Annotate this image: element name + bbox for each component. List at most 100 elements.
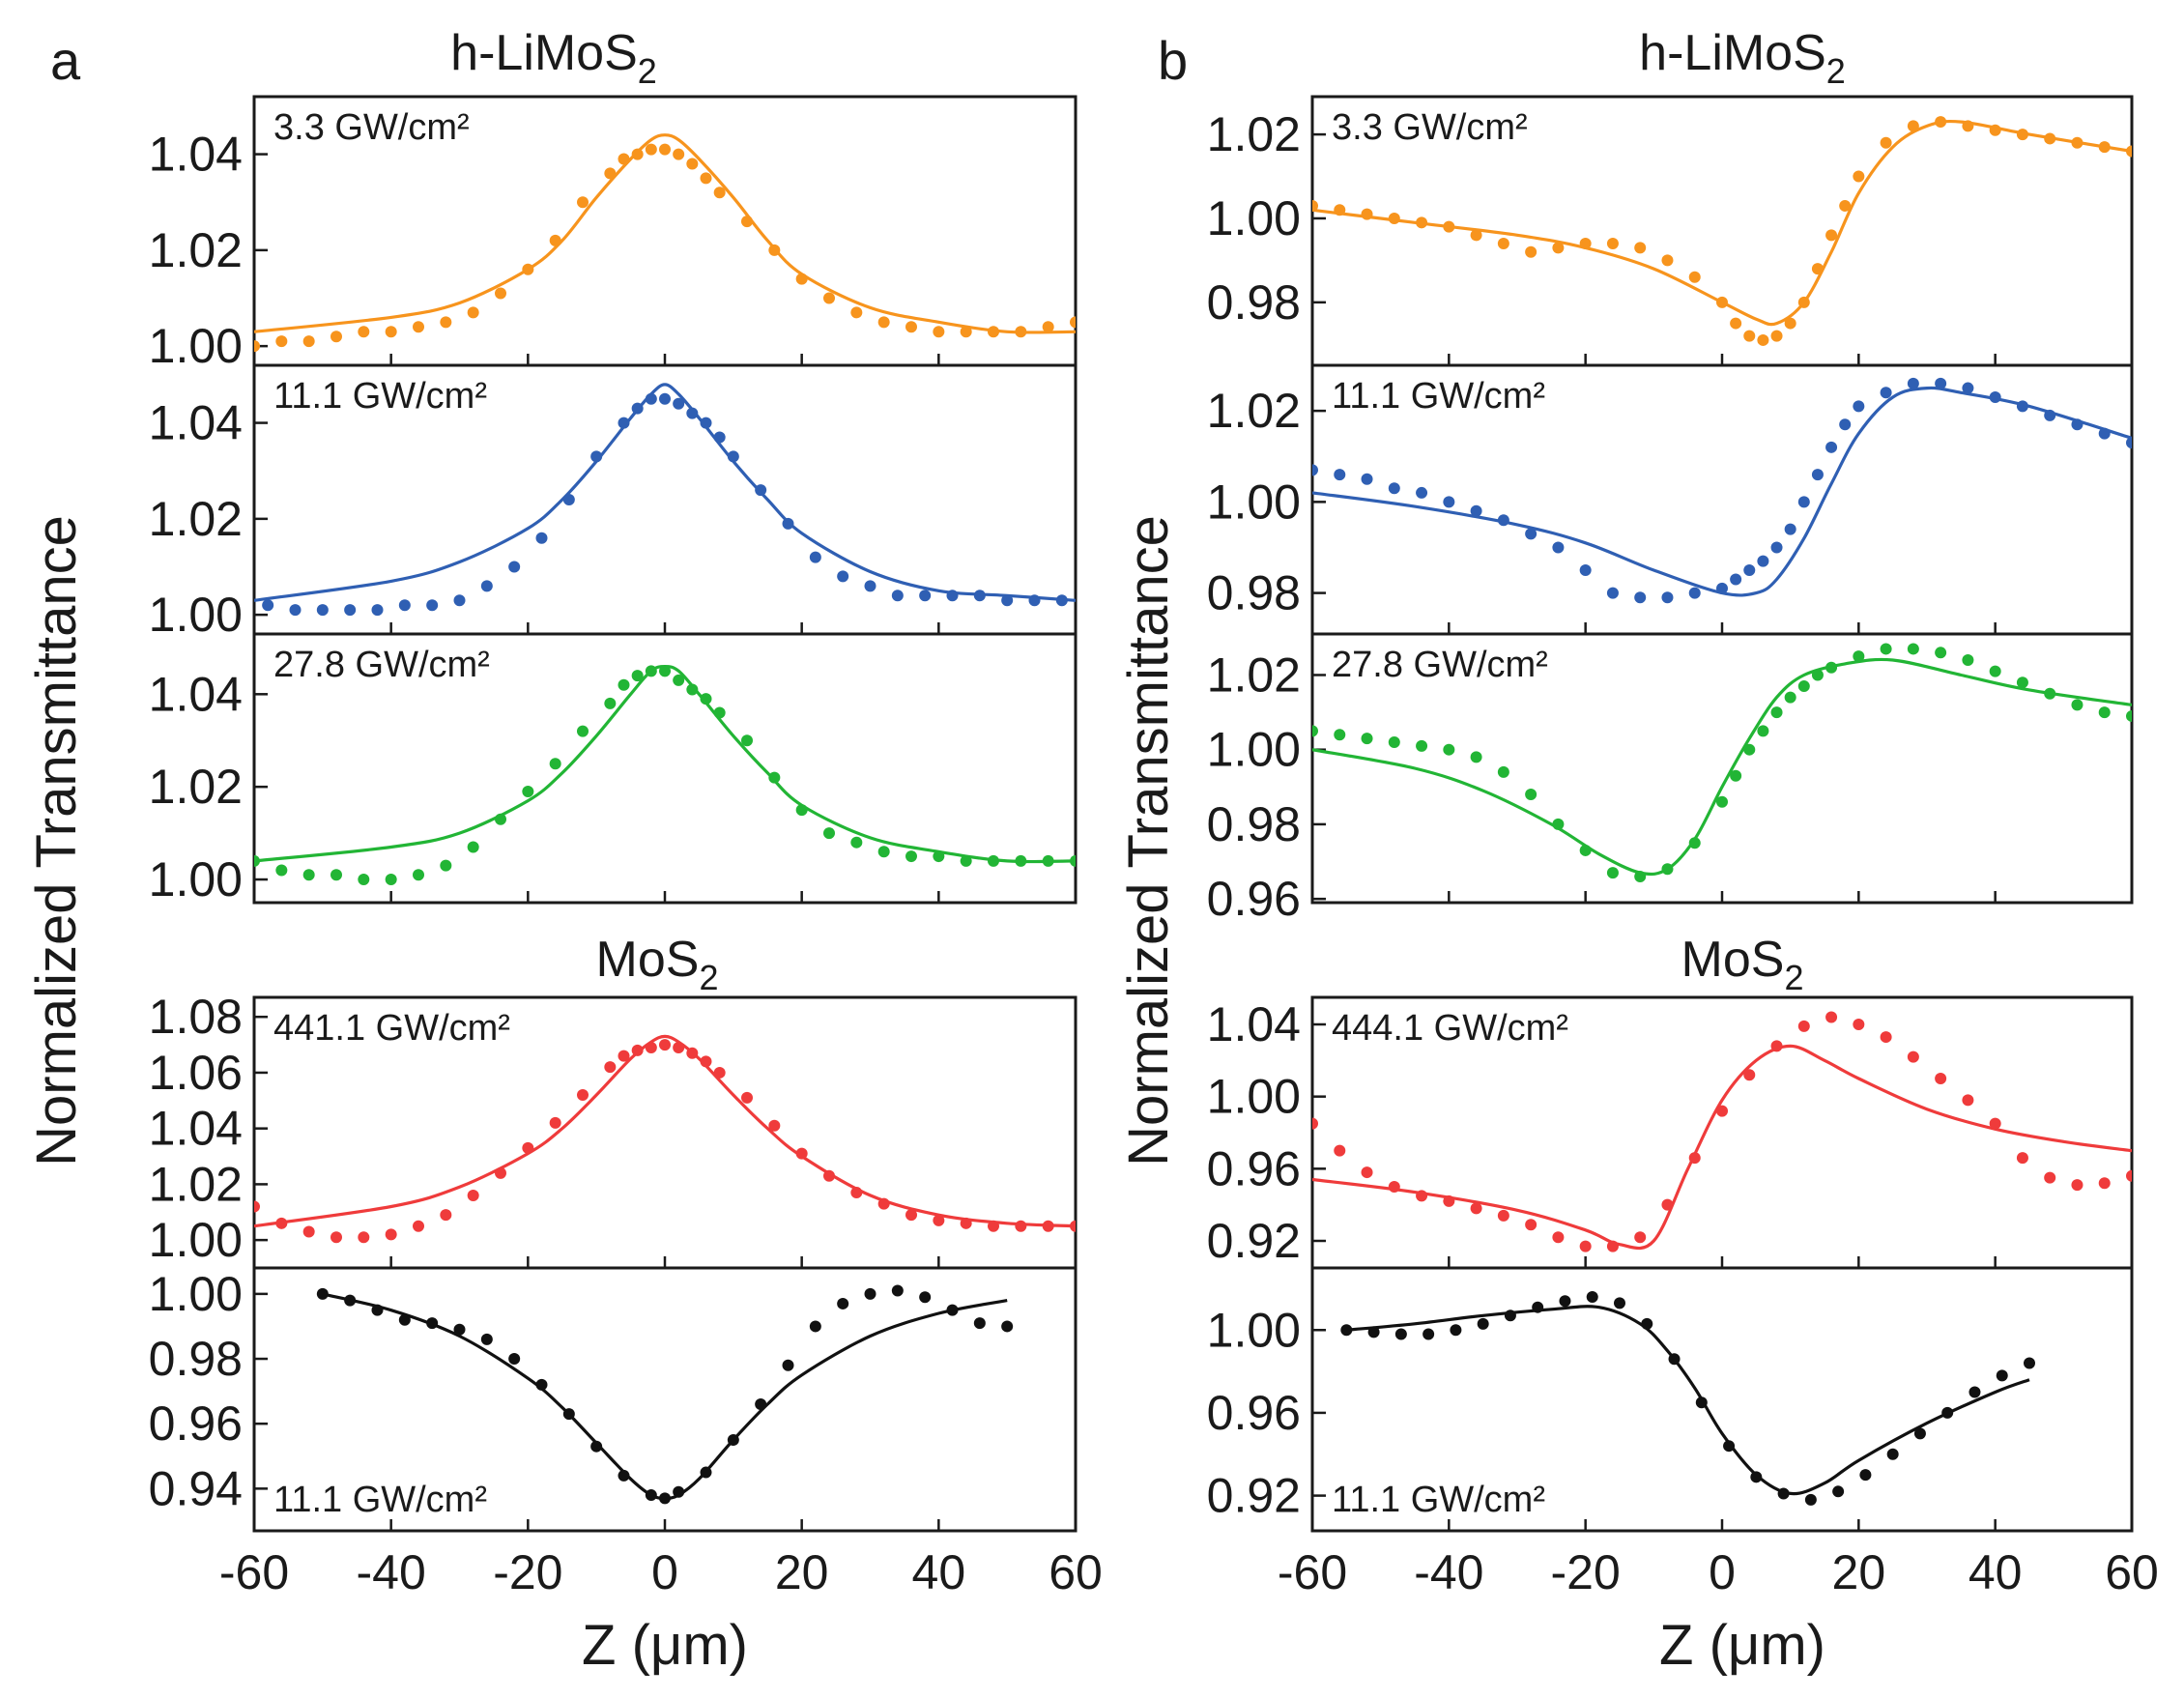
x-tick-label: 20	[775, 1545, 829, 1599]
data-point	[1770, 330, 1783, 342]
data-point	[1634, 870, 1647, 882]
data-point	[673, 148, 685, 160]
data-point	[823, 1169, 835, 1182]
y-tick-label: 1.04	[149, 128, 243, 182]
data-point	[1586, 1290, 1598, 1303]
data-point	[1811, 669, 1824, 681]
data-point	[275, 1217, 288, 1229]
x-tick-label: -40	[357, 1545, 426, 1599]
fit-line	[254, 664, 1076, 864]
data-point	[1880, 643, 1892, 655]
series-group	[254, 383, 1076, 617]
ylabel-b: Normalized Transmittance	[1117, 515, 1180, 1166]
data-point	[1388, 735, 1400, 748]
data-point	[1028, 594, 1041, 607]
data-point	[700, 417, 712, 429]
x-tick-label: -60	[219, 1545, 289, 1599]
data-point	[700, 172, 712, 185]
data-point	[850, 836, 863, 849]
data-point	[316, 1287, 329, 1300]
data-point	[1825, 229, 1838, 242]
subplot-b-5: 0.98 1.00 1.02 3.3 GW/cm²	[1207, 95, 2134, 367]
subplot-b-9: 0.92 0.96 1.00 -60 -40 -20 0 20 40 60 11.1 GW/cm²	[1207, 1266, 2159, 1599]
y-tick-label: 1.04	[149, 1102, 243, 1156]
data-point	[1797, 1020, 1810, 1032]
data-point	[1661, 863, 1674, 876]
data-point	[1361, 733, 1373, 745]
data-point	[1716, 795, 1728, 808]
data-point	[988, 854, 999, 867]
y-tick-label: 1.02	[1207, 384, 1301, 438]
data-point	[358, 1231, 370, 1244]
data-point	[1552, 1231, 1565, 1244]
data-point	[686, 683, 699, 696]
data-point	[453, 594, 466, 607]
y-tick-label: 1.02	[1207, 107, 1301, 161]
data-point	[1886, 1448, 1899, 1460]
data-point	[413, 869, 424, 881]
data-point	[1743, 1069, 1756, 1081]
data-point	[522, 785, 534, 797]
y-tick-label: 0.96	[1207, 1386, 1301, 1440]
data-point	[2044, 132, 2056, 145]
data-point	[371, 604, 384, 617]
data-point	[1935, 647, 1947, 659]
data-point	[1634, 242, 1647, 254]
data-point	[1913, 1427, 1926, 1440]
y-tick-label: 1.00	[149, 1213, 243, 1267]
data-point	[1770, 706, 1783, 719]
data-point	[1661, 1198, 1674, 1211]
data-point	[795, 273, 808, 285]
data-point	[645, 1041, 657, 1053]
fit-line	[254, 383, 1076, 602]
y-tick-label: 0.94	[149, 1461, 243, 1515]
data-point	[1470, 229, 1482, 242]
data-point	[659, 143, 671, 156]
data-point	[562, 1408, 575, 1421]
data-point	[618, 153, 630, 165]
data-point	[877, 316, 890, 329]
data-point	[659, 392, 671, 405]
data-point	[2016, 400, 2028, 413]
y-tick-label: 0.96	[149, 1396, 243, 1451]
data-point	[2016, 129, 2028, 141]
data-point	[1880, 387, 1892, 399]
y-tick-label: 0.98	[1207, 797, 1301, 851]
data-point	[864, 580, 876, 592]
data-point	[1525, 1219, 1537, 1231]
data-point	[1716, 582, 1728, 594]
data-point	[631, 402, 644, 415]
data-point	[1055, 594, 1068, 607]
series-group	[254, 664, 1076, 886]
data-point	[960, 1217, 972, 1229]
data-point	[1853, 400, 1865, 413]
x-tick-label: -40	[1414, 1545, 1483, 1599]
y-tick-label: 0.98	[149, 1332, 243, 1386]
data-point	[1552, 541, 1565, 554]
fit-line	[322, 1292, 1008, 1501]
data-point	[2071, 136, 2083, 149]
data-point	[344, 604, 357, 617]
data-point	[1811, 469, 1824, 481]
data-point	[1416, 216, 1428, 229]
fit-line	[254, 1034, 1076, 1228]
data-point	[837, 1297, 849, 1309]
y-tick-label: 1.00	[149, 1267, 243, 1321]
data-point	[1525, 528, 1537, 540]
data-point	[618, 1050, 630, 1062]
data-point	[905, 1209, 917, 1222]
data-point	[413, 1220, 424, 1232]
data-point	[1634, 1231, 1647, 1244]
data-point	[1839, 418, 1852, 431]
data-point	[508, 1353, 521, 1366]
data-point	[1334, 204, 1346, 216]
fit-line	[254, 133, 1076, 334]
data-point	[1504, 1309, 1516, 1322]
x-tick-label: 0	[1709, 1545, 1736, 1599]
y-tick-label: 1.02	[149, 492, 243, 546]
data-point	[1688, 1152, 1701, 1165]
data-point	[535, 1378, 548, 1391]
data-point	[1470, 751, 1482, 763]
